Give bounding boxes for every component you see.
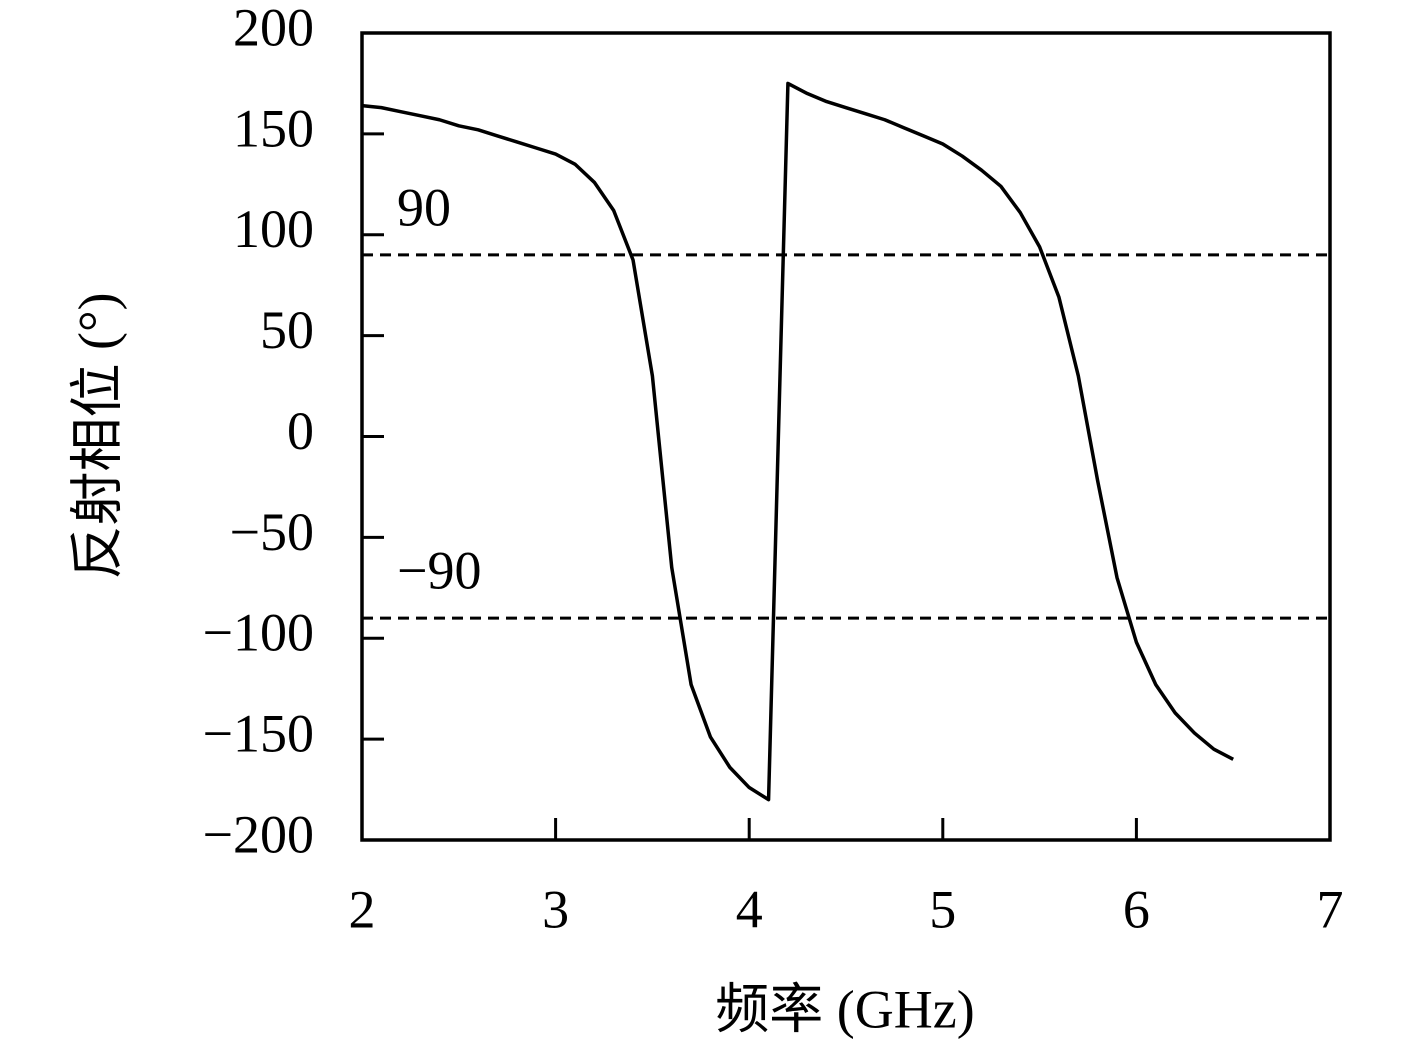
line bbox=[361, 81, 1235, 802]
y-tick-label: −50 bbox=[230, 502, 314, 562]
y-tick-label: 100 bbox=[233, 199, 314, 259]
y-tick-label: −100 bbox=[203, 603, 314, 663]
x-tick-label: 4 bbox=[736, 879, 763, 939]
y-axis-label: 反射相位 (°) bbox=[67, 292, 127, 579]
reference-label: −90 bbox=[397, 540, 481, 600]
x-tick-label: 6 bbox=[1123, 879, 1150, 939]
x-tick-label: 3 bbox=[542, 879, 569, 939]
y-tick-label: −200 bbox=[203, 804, 314, 864]
x-tick-label: 5 bbox=[929, 879, 956, 939]
x-axis-label: 频率 (GHz) bbox=[715, 979, 974, 1039]
y-tick-label: −150 bbox=[203, 704, 314, 764]
x-tick-label: 7 bbox=[1317, 879, 1344, 939]
x-tick-label: 2 bbox=[349, 879, 376, 939]
y-tick-label: 200 bbox=[233, 0, 314, 57]
reference-label: 90 bbox=[397, 177, 451, 237]
plot-frame bbox=[360, 31, 1332, 842]
y-tick-label: 50 bbox=[260, 300, 314, 360]
y-tick-label: 0 bbox=[287, 401, 314, 461]
y-tick-label: 150 bbox=[233, 98, 314, 158]
